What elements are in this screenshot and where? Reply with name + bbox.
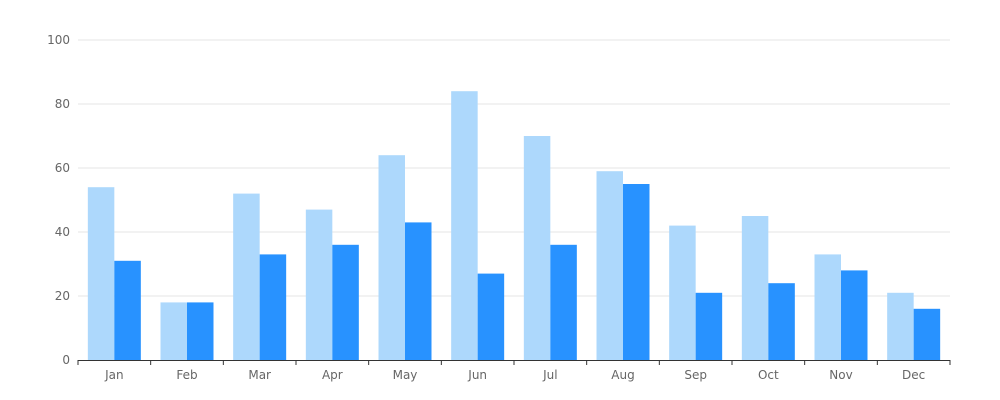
y-tick-label: 80 (55, 97, 70, 111)
bar-series-2-aug (623, 184, 650, 360)
bar-series-2-jun (477, 273, 505, 360)
x-tick-label: Nov (829, 368, 852, 382)
x-axis: Jan Feb Mar Apr May Jun Jul Aug Sep Oct Nov Dec (77, 360, 951, 382)
bar-series-2-sep (695, 292, 723, 360)
bar-series-1-jun (451, 91, 478, 360)
x-tick-label: Apr (322, 368, 343, 382)
x-tick-label: Jul (542, 368, 557, 382)
bar-series-1-sep (669, 225, 696, 360)
bar-series-1-jul (523, 136, 551, 360)
bar-series-1-may (378, 155, 405, 360)
y-tick-label: 0 (62, 353, 70, 367)
x-tick-label: Dec (902, 368, 925, 382)
x-tick-label: Jan (104, 368, 124, 382)
bar-series-1-jan (87, 187, 115, 360)
x-tick-label: Mar (248, 368, 271, 382)
y-axis: 0 20 40 60 80 100 (47, 33, 70, 367)
x-tick-label: Aug (611, 368, 634, 382)
x-tick-label: Oct (758, 368, 779, 382)
bar-series-2-dec (913, 308, 941, 360)
bar-series-2-may (405, 222, 432, 360)
bar-series-1-aug (596, 171, 623, 360)
y-tick-label: 60 (55, 161, 70, 175)
bar-series-2-nov (841, 270, 868, 360)
bar-series-2-jan (114, 260, 141, 360)
bar-series-2-mar (259, 254, 287, 360)
bar-series-2-feb (187, 302, 214, 360)
bar-series-1-feb (160, 302, 187, 360)
y-tick-label: 40 (55, 225, 70, 239)
bar-series-1-oct (741, 216, 769, 360)
bar-series-1-dec (887, 292, 914, 360)
bars (87, 91, 941, 360)
bar-series-1-apr (305, 209, 333, 360)
y-tick-label: 20 (55, 289, 70, 303)
bar-series-2-apr (332, 244, 359, 360)
bar-series-2-jul (550, 244, 577, 360)
x-tick-label: Feb (176, 368, 197, 382)
x-tick-label: Sep (684, 368, 707, 382)
bar-series-1-mar (233, 193, 260, 360)
x-tick-label: May (393, 368, 418, 382)
bar-series-2-oct (768, 283, 795, 360)
x-tick-label: Jun (467, 368, 487, 382)
bar-series-1-nov (814, 254, 841, 360)
y-tick-label: 100 (47, 33, 70, 47)
grid-lines (78, 39, 950, 297)
